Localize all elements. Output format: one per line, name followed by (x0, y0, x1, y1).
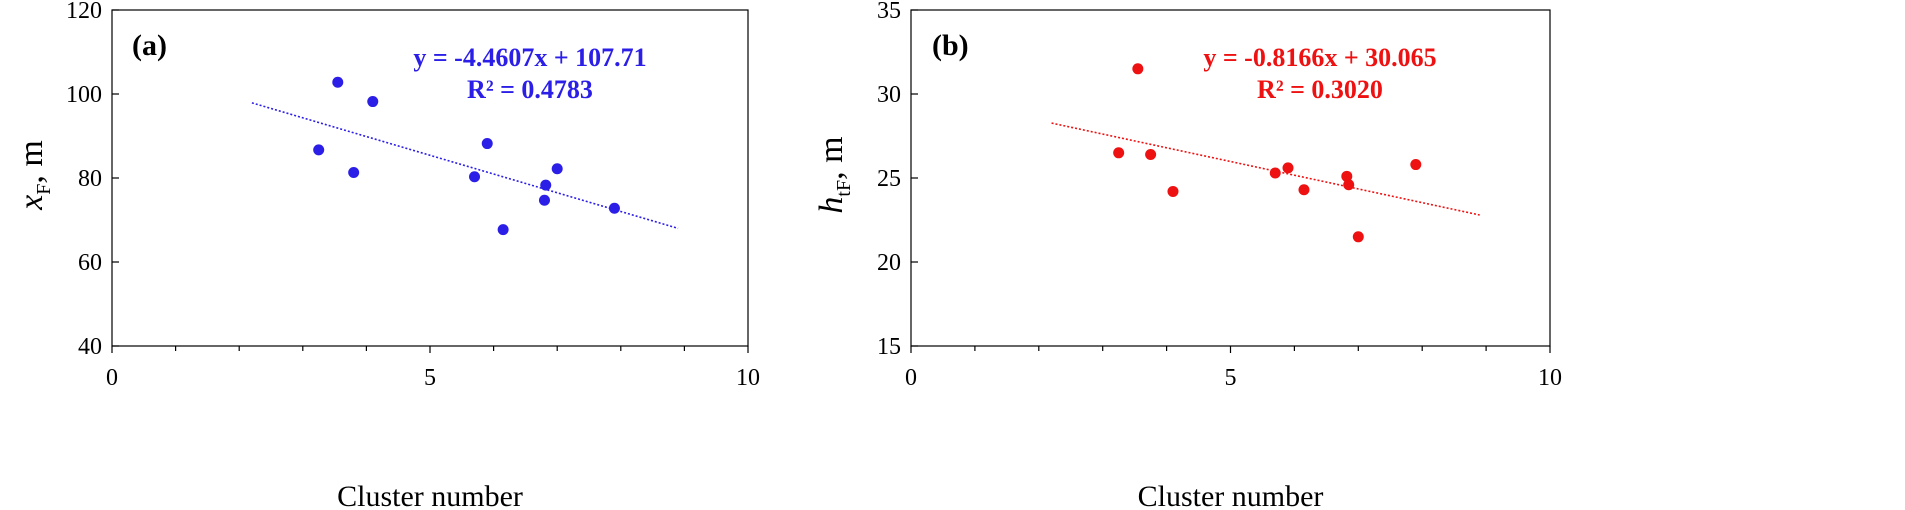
data-point (1113, 147, 1125, 159)
y-tick-label: 40 (78, 334, 102, 360)
data-point (481, 138, 493, 150)
y-tick-label: 80 (78, 166, 102, 192)
data-point (1145, 148, 1157, 160)
y-axis-label-unit: , m (813, 136, 850, 179)
data-point (538, 194, 550, 206)
y-tick-label: 35 (877, 0, 901, 24)
y-axis-label-main: x (13, 195, 50, 211)
x-tick-label: 0 (106, 365, 118, 391)
y-tick-label: 120 (66, 0, 102, 24)
data-point (551, 163, 563, 175)
data-point (497, 224, 509, 236)
data-point (540, 179, 552, 191)
x-axis-label: Cluster number (1138, 480, 1324, 510)
y-tick-label: 60 (78, 250, 102, 276)
y-tick-label: 20 (877, 250, 901, 276)
data-point (1352, 231, 1364, 243)
x-tick-label: 5 (1225, 365, 1237, 391)
y-tick-label: 15 (877, 334, 901, 360)
data-point (1167, 185, 1179, 197)
y-axis-label: xF, m (13, 140, 55, 211)
x-tick-label: 5 (424, 365, 436, 391)
data-point (313, 144, 325, 156)
data-point (367, 96, 379, 108)
trendline-equation: y = -0.8166x + 30.065 (1203, 43, 1436, 72)
x-tick-label: 10 (736, 365, 760, 391)
trendline-equation: y = -4.4607x + 107.71 (413, 43, 646, 72)
y-axis-label: htF, m (813, 136, 855, 213)
r-squared-label: R² = 0.4783 (467, 75, 593, 104)
data-point (332, 76, 344, 88)
data-point (1132, 63, 1144, 75)
y-tick-label: 25 (877, 166, 901, 192)
chart-panel-1: 15 20 25 30 35 0 5 10 Cluster number htF, m (b) y =… (813, 0, 1562, 510)
data-point (1298, 184, 1310, 196)
data-point (1341, 170, 1353, 182)
data-point (608, 202, 620, 214)
data-point (1269, 167, 1281, 179)
data-point (469, 171, 481, 183)
x-tick-label: 0 (905, 365, 917, 391)
chart-panel-0: 40 60 80 100 120 0 5 10 Cluster number xF, m (a) y … (13, 0, 760, 510)
trendline (1051, 122, 1480, 216)
data-point (1343, 179, 1355, 191)
y-axis-label-unit: , m (13, 140, 50, 183)
x-axis-label: Cluster number (337, 480, 523, 510)
y-axis-label-sub: tF (833, 180, 855, 197)
y-tick-label: 30 (877, 82, 901, 108)
y-axis-label-sub: F (33, 184, 55, 195)
y-axis-label-main: h (813, 197, 850, 214)
data-point (348, 167, 360, 179)
r-squared-label: R² = 0.3020 (1257, 75, 1383, 104)
data-point (1282, 162, 1294, 174)
y-tick-label: 100 (66, 82, 102, 108)
panel-label: (a) (132, 29, 167, 62)
x-tick-label: 10 (1538, 365, 1562, 391)
data-point (1410, 159, 1422, 171)
panel-label: (b) (932, 29, 969, 62)
